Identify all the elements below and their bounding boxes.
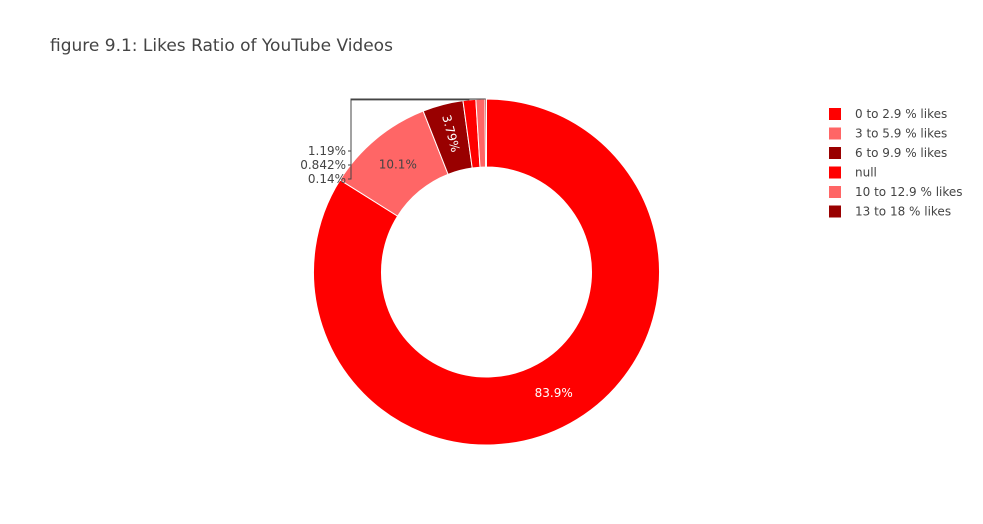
legend: 0 to 2.9 % likes 3 to 5.9 % likes 6 to 9.9… [829,107,963,219]
slices-layer [313,98,660,446]
legend-label: 3 to 5.9 % likes [855,127,947,141]
slice-label-0: 83.9% [535,386,573,400]
legend-swatch [829,127,841,140]
legend-item-4[interactable]: 10 to 12.9 % likes [829,185,963,199]
legend-label: null [855,166,877,180]
slice-label-4: 0.842% [300,158,346,172]
legend-swatch [829,147,841,159]
slice-label-1: 10.1% [379,157,417,171]
labels-layer: 83.9%10.1%3.79%1.19%0.842%0.14% [300,98,573,400]
legend-label: 6 to 9.9 % likes [855,146,947,160]
chart-title: figure 9.1: Likes Ratio of YouTube Video… [50,36,393,56]
legend-swatch [829,186,841,198]
legend-item-5[interactable]: 13 to 18 % likes [829,205,951,219]
legend-swatch [829,166,841,179]
leader-line-5 [348,98,486,180]
slice-label-3: 1.19% [308,144,346,158]
legend-item-2[interactable]: 6 to 9.9 % likes [829,146,947,160]
legend-label: 0 to 2.9 % likes [855,107,947,121]
legend-item-3[interactable]: null [829,166,877,180]
slice-label-5: 0.14% [308,172,346,186]
legend-label: 10 to 12.9 % likes [855,185,963,199]
legend-item-0[interactable]: 0 to 2.9 % likes [829,107,947,121]
legend-swatch [829,108,841,120]
legend-label: 13 to 18 % likes [855,205,951,219]
legend-item-1[interactable]: 3 to 5.9 % likes [829,127,947,141]
slice-5[interactable] [484,98,487,168]
slice-0[interactable] [313,98,660,446]
legend-swatch [829,205,841,218]
